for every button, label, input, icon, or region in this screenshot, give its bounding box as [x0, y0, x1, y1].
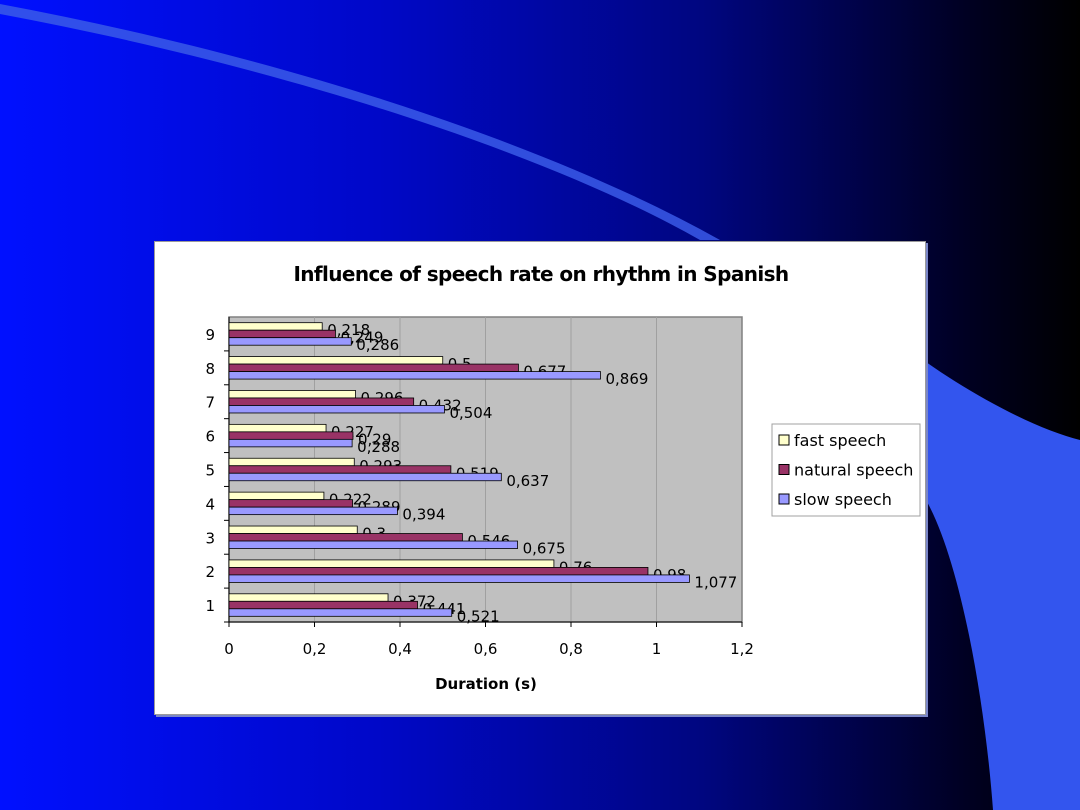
data-label: 0,29 [358, 430, 391, 448]
bar [228, 329, 336, 339]
slide-curve-decoration [0, 4, 720, 240]
data-label: 1,077 [694, 573, 737, 591]
y-tick-label: 9 [205, 326, 215, 344]
bar [228, 356, 444, 365]
bar [228, 574, 690, 583]
bar [228, 608, 453, 617]
data-label: 0,675 [523, 540, 566, 558]
y-axis-title: Set number [165, 428, 183, 527]
bar [228, 423, 327, 433]
x-tick-label: 1 [652, 640, 662, 658]
x-tick-label: 0,2 [303, 640, 327, 658]
x-tick-label: 0,8 [559, 640, 583, 658]
x-tick-label: 0,4 [388, 640, 412, 658]
data-label: 0,286 [356, 336, 399, 354]
bar [228, 363, 519, 372]
y-tick-label: 4 [205, 495, 215, 513]
chart-container: Influence of speech rate on rhythm in Sp… [154, 241, 926, 715]
bar [228, 593, 389, 602]
y-tick-label: 2 [205, 563, 215, 581]
y-tick-label: 1 [205, 597, 215, 615]
data-label: 0,504 [449, 404, 492, 422]
data-label: 0,288 [357, 438, 400, 456]
legend-entry: fast speech [794, 431, 886, 450]
bar [228, 506, 398, 516]
data-label: 0,218 [327, 321, 370, 339]
data-label: 0,521 [457, 607, 500, 625]
legend-swatch [778, 464, 790, 475]
bar [228, 533, 463, 542]
y-tick-label: 6 [205, 428, 215, 446]
bar-chart: Influence of speech rate on rhythm in Sp… [165, 262, 921, 693]
bar [228, 322, 323, 331]
legend-entry: natural speech [794, 461, 913, 480]
legend-swatch [778, 434, 790, 446]
bar [228, 567, 649, 576]
bar [228, 405, 445, 414]
bar [228, 525, 358, 534]
chart-title: Influence of speech rate on rhythm in Sp… [293, 262, 788, 286]
y-tick-label: 3 [205, 529, 215, 547]
x-axis-title: Duration (s) [435, 675, 537, 693]
bar [228, 390, 356, 399]
bar [228, 337, 352, 346]
bar [228, 600, 418, 610]
bar [228, 397, 415, 406]
bar [228, 457, 355, 467]
bar [228, 431, 354, 440]
bar [228, 499, 353, 508]
x-tick-label: 0,6 [474, 640, 498, 658]
y-tick-label: 5 [205, 462, 215, 480]
bar [228, 472, 502, 482]
bar [228, 465, 452, 474]
legend: fast speech natural speech slow speech [771, 423, 921, 517]
legend-entry: slow speech [794, 490, 892, 509]
bar [228, 491, 325, 501]
data-label: 0,637 [506, 472, 549, 490]
bar [228, 559, 555, 568]
y-tick-label: 7 [205, 394, 215, 412]
bar [228, 540, 518, 549]
data-label: 0,869 [605, 370, 648, 388]
slide-right-panel [926, 362, 1080, 810]
x-tick-label: 0 [224, 640, 234, 658]
plot-area: 00,20,40,60,811,210,3720,4410,52120,760,… [205, 316, 754, 658]
bar [228, 438, 353, 448]
data-label: 0,394 [402, 506, 445, 524]
legend-swatch [778, 493, 790, 505]
y-tick-label: 8 [205, 360, 215, 378]
legend-box [771, 423, 921, 517]
y-axis-title-clip: Set number [165, 428, 183, 527]
x-tick-label: 1,2 [730, 640, 754, 658]
bar [228, 371, 601, 380]
